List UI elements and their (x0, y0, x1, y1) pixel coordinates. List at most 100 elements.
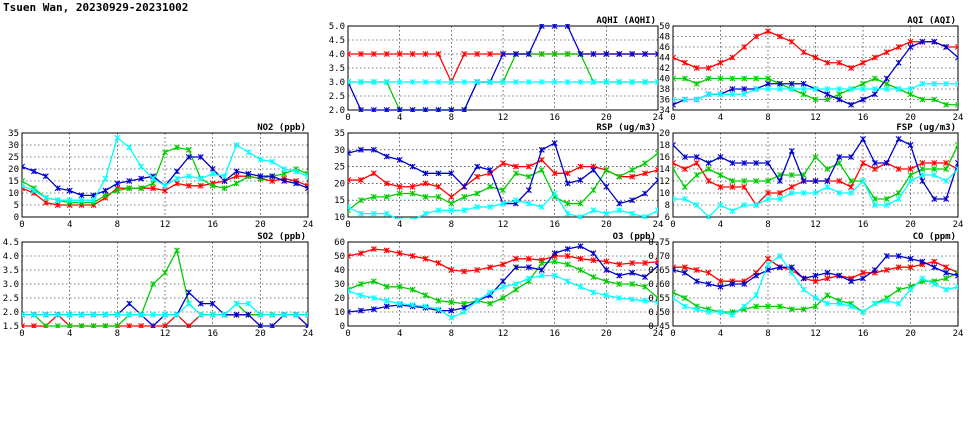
data-point (788, 184, 795, 190)
data-point-stroke (305, 182, 308, 187)
data-point (919, 166, 926, 172)
data-point (753, 33, 760, 40)
data-point (370, 306, 377, 313)
data-point (860, 136, 866, 142)
data-point (673, 267, 676, 273)
data-point-stroke (348, 311, 351, 315)
series-3 (22, 134, 308, 204)
plot-frame (347, 25, 659, 111)
data-point (66, 323, 73, 328)
data-point (525, 275, 532, 282)
data-point (895, 264, 902, 271)
y-tick-label: 20 (8, 165, 19, 175)
data-point (448, 314, 455, 321)
x-tick-label: 8 (765, 113, 770, 123)
data-point-stroke (655, 209, 658, 214)
data-point (776, 178, 783, 184)
data-point (396, 190, 403, 197)
data-point (435, 51, 442, 57)
y-tick-label: 30 (334, 146, 345, 156)
data-point (269, 158, 276, 165)
data-point (655, 177, 658, 184)
data-point (409, 217, 416, 219)
data-point (512, 264, 519, 271)
data-point (500, 278, 506, 285)
data-point (370, 210, 377, 217)
data-point (577, 267, 584, 273)
data-point (871, 166, 878, 172)
data-point-stroke (655, 166, 658, 171)
data-point (800, 86, 807, 92)
data-point (221, 185, 228, 192)
y-tick-label: 20 (334, 294, 345, 304)
data-point (396, 107, 403, 112)
data-point (907, 255, 914, 262)
data-point (474, 267, 481, 273)
chart-title: FSP (ug/m3) (896, 123, 956, 133)
data-point (370, 246, 377, 252)
data-point (705, 160, 712, 166)
data-point (396, 300, 403, 307)
data-point (383, 51, 390, 57)
y-tick-label: 0.60 (648, 280, 670, 290)
data-point-stroke (22, 314, 25, 318)
x-tick-label: 12 (810, 329, 821, 339)
data-point (348, 309, 351, 315)
data-point (564, 24, 571, 29)
data-point (871, 54, 878, 61)
data-point (753, 303, 760, 310)
data-point-stroke (955, 160, 958, 164)
data-point (919, 172, 926, 178)
data-point (907, 286, 914, 293)
data-point (114, 323, 121, 328)
data-point (78, 192, 85, 199)
data-point (955, 44, 958, 50)
data-point (150, 281, 157, 287)
data-point (871, 160, 878, 166)
data-point (943, 166, 950, 172)
data-point (705, 178, 712, 184)
y-tick-label: 46 (659, 43, 670, 53)
y-tick-label: 2.5 (329, 92, 345, 102)
data-point (448, 299, 455, 306)
data-point (919, 160, 926, 166)
data-point (895, 196, 902, 202)
data-point-stroke (409, 217, 413, 219)
plot-frame (347, 132, 659, 218)
data-point (717, 91, 724, 98)
data-point (860, 80, 866, 87)
data-point (370, 107, 377, 112)
data-point (753, 292, 760, 299)
x-tick-label: 4 (397, 329, 402, 339)
data-point-stroke (22, 185, 25, 189)
data-point (776, 190, 783, 196)
data-point (673, 75, 676, 82)
data-point (305, 311, 308, 318)
data-point (221, 311, 228, 318)
data-point (812, 190, 819, 196)
data-point (729, 75, 736, 82)
data-point (564, 170, 571, 177)
data-point (162, 311, 168, 318)
x-tick-label: 16 (549, 220, 560, 230)
data-point (245, 170, 252, 177)
data-point (642, 170, 649, 177)
data-point (54, 197, 61, 204)
data-point-stroke (348, 179, 351, 184)
data-point (245, 311, 252, 318)
data-point (776, 86, 783, 92)
data-point (895, 86, 902, 92)
chart-fsp: 0 4 8 12 16 20 24 6 8 10 12 14 16 18 20 FSP (ug/m3) (659, 123, 963, 230)
data-point (590, 274, 597, 280)
x-tick-label: 8 (449, 113, 454, 123)
data-point (590, 257, 597, 264)
data-point (931, 166, 938, 172)
y-tick-label: 42 (659, 64, 670, 74)
data-point (474, 190, 481, 197)
data-point (943, 80, 950, 87)
data-point-stroke (348, 53, 351, 57)
data-point (357, 197, 364, 204)
data-point (487, 166, 494, 173)
data-point (538, 260, 545, 266)
